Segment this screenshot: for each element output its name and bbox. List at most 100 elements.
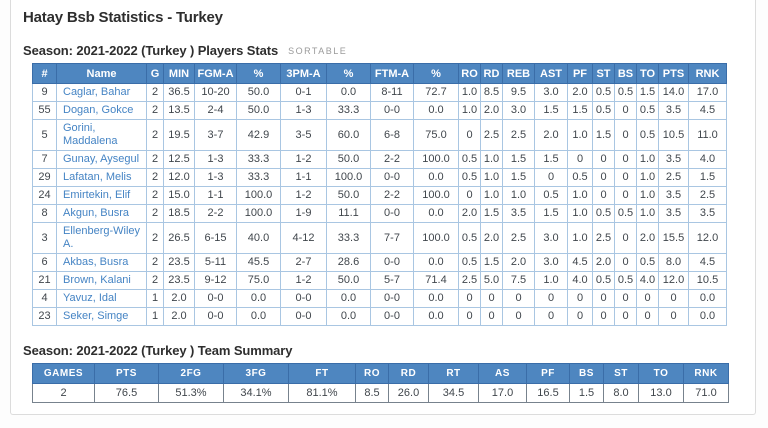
stat-cell: 3.0 [534, 222, 568, 254]
stat-cell: 1.5 [480, 253, 503, 272]
stat-cell: 7.5 [502, 271, 535, 290]
stat-cell: 75.0 [236, 271, 281, 290]
stat-cell: 0.5 [614, 83, 637, 102]
player-name-link[interactable]: Emirtekin, Elif [56, 186, 147, 205]
player-name-link[interactable]: Gunay, Aysegul [56, 150, 147, 169]
stat-cell: 3.5 [658, 101, 689, 120]
stat-cell: 15.0 [163, 186, 195, 205]
stat-cell: 12.5 [163, 150, 195, 169]
stat-cell: 0.5 [614, 204, 637, 223]
stat-cell: 2.5 [688, 186, 727, 205]
jersey-number-cell: 3 [32, 222, 57, 254]
column-header[interactable]: PF [567, 63, 593, 84]
column-header[interactable]: # [32, 63, 57, 84]
team-column-header: 2FG [158, 363, 224, 384]
stat-cell: 100.0 [413, 186, 459, 205]
players-heading-text: Season: 2021-2022 (Turkey ) Players Stat… [23, 43, 279, 58]
stat-cell: 0 [614, 168, 637, 187]
player-name-link[interactable]: Ellenberg-Wiley A. [56, 222, 147, 254]
stat-cell: 0 [614, 253, 637, 272]
stat-cell: 0 [614, 307, 637, 326]
stat-cell: 0.0 [236, 289, 281, 308]
player-name-link[interactable]: Caglar, Bahar [56, 83, 147, 102]
stat-cell: 1-3 [194, 168, 237, 187]
stat-cell: 2.5 [592, 222, 615, 254]
stat-cell: 2 [146, 186, 164, 205]
player-row: 55 Dogan, Gokce 2 13.5 2-4 50.0 1-3 33.3 0-0 0.0 1… [32, 101, 727, 120]
player-row: 24 Emirtekin, Elif 2 15.0 1-1 100.0 1-2 50.0 2-2… [32, 186, 727, 205]
column-header[interactable]: TO [636, 63, 659, 84]
player-name-link[interactable]: Akbas, Busra [56, 253, 147, 272]
team-table-body: 2 76.5 51.3% 34.1% 81.1% 8.5 26.0 34.5 17.0 16.5 1… [32, 383, 729, 403]
stat-cell: 4.5 [567, 253, 593, 272]
sortable-label[interactable]: SORTABLE [288, 46, 348, 56]
team-stat-cell: 2 [32, 383, 95, 403]
column-header[interactable]: RD [480, 63, 503, 84]
stat-cell: 0.0 [688, 307, 727, 326]
stat-cell: 1.5 [534, 150, 568, 169]
stat-cell: 28.6 [326, 253, 371, 272]
player-name-link[interactable]: Seker, Simge [56, 307, 147, 326]
column-header[interactable]: BS [614, 63, 637, 84]
stat-cell: 1.0 [480, 168, 503, 187]
stat-cell: 1.0 [567, 204, 593, 223]
column-header[interactable]: ST [592, 63, 615, 84]
stat-cell: 2.0 [163, 307, 195, 326]
stat-cell: 1.0 [480, 186, 503, 205]
column-header[interactable]: Name [56, 63, 147, 84]
player-name-link[interactable]: Gorini, Maddalena [56, 119, 147, 151]
stat-cell: 0 [592, 289, 615, 308]
player-name-link[interactable]: Akgun, Busra [56, 204, 147, 223]
stat-cell: 45.5 [236, 253, 281, 272]
stat-cell: 2 [146, 204, 164, 223]
player-name-link[interactable]: Dogan, Gokce [56, 101, 147, 120]
stat-cell: 0 [480, 307, 503, 326]
stat-cell: 0.0 [326, 83, 371, 102]
stat-cell: 40.0 [236, 222, 281, 254]
player-name-link[interactable]: Brown, Kalani [56, 271, 147, 290]
stat-cell: 1-3 [280, 101, 327, 120]
column-header[interactable]: FTM-A [370, 63, 414, 84]
stat-cell: 0.0 [413, 307, 459, 326]
column-header[interactable]: RO [458, 63, 481, 84]
players-stats-table: # Name G MIN FGM-A% 3PM-A% FTM-A% RO RD REB AST PF S… [32, 63, 727, 326]
stat-cell: 100.0 [236, 204, 281, 223]
stat-cell: 1.0 [458, 83, 481, 102]
stat-cell: 0 [458, 119, 481, 151]
column-header[interactable]: AST [534, 63, 568, 84]
column-header[interactable]: % [236, 63, 281, 84]
team-column-header: RT [428, 363, 479, 384]
stat-cell: 3.0 [534, 253, 568, 272]
stat-cell: 1.0 [636, 168, 659, 187]
player-name-link[interactable]: Lafatan, Melis [56, 168, 147, 187]
column-header[interactable]: MIN [163, 63, 195, 84]
stat-cell: 0.0 [326, 307, 371, 326]
team-heading-text: Season: 2021-2022 (Turkey ) Team Summary [23, 343, 293, 358]
jersey-number-cell: 23 [32, 307, 57, 326]
stat-cell: 2-2 [370, 186, 414, 205]
column-header[interactable]: % [326, 63, 371, 84]
column-header[interactable]: G [146, 63, 164, 84]
stat-cell: 33.3 [236, 168, 281, 187]
column-header[interactable]: 3PM-A [280, 63, 327, 84]
column-header[interactable]: RNK [688, 63, 727, 84]
team-column-header: GAMES [32, 363, 95, 384]
stat-cell: 6-15 [194, 222, 237, 254]
stat-cell: 1.0 [458, 101, 481, 120]
stat-cell: 100.0 [326, 168, 371, 187]
column-header[interactable]: REB [502, 63, 535, 84]
stat-cell: 0.0 [413, 101, 459, 120]
stat-cell: 71.4 [413, 271, 459, 290]
stat-cell: 0-0 [280, 289, 327, 308]
column-header[interactable]: FGM-A [194, 63, 237, 84]
jersey-number-cell: 6 [32, 253, 57, 272]
stat-cell: 0 [567, 307, 593, 326]
column-header[interactable]: PTS [658, 63, 689, 84]
stat-cell: 1.5 [688, 168, 727, 187]
column-header[interactable]: % [413, 63, 459, 84]
player-name-link[interactable]: Yavuz, Idal [56, 289, 147, 308]
stat-cell: 1 [146, 307, 164, 326]
stat-cell: 0.0 [413, 253, 459, 272]
stat-cell: 0 [458, 186, 481, 205]
stat-cell: 1.0 [636, 150, 659, 169]
